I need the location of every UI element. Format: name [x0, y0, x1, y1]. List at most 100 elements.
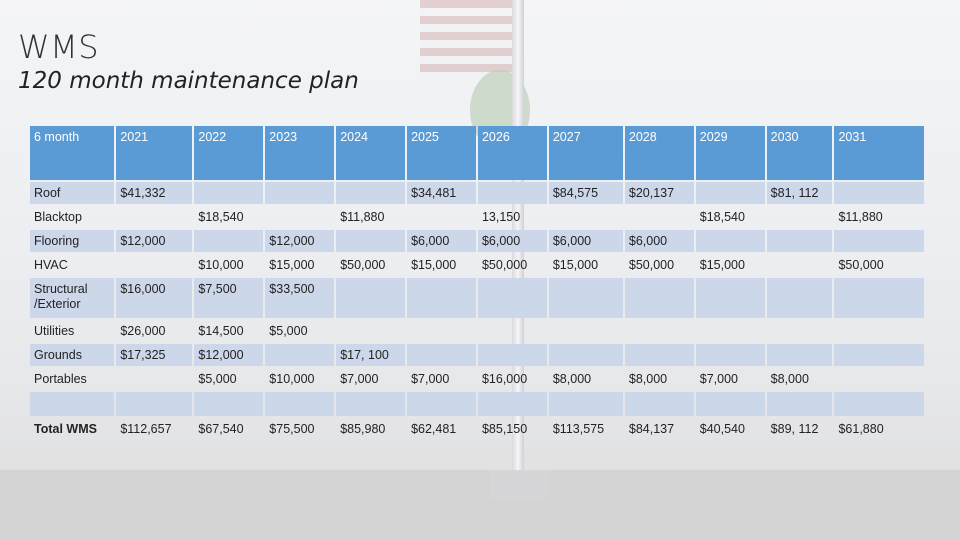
table-cell: [336, 230, 406, 252]
table-cell: $6,000: [477, 230, 547, 252]
table-cell: [834, 182, 924, 204]
table-cell: $11,880: [340, 210, 385, 224]
table-cell: $8,000: [628, 372, 668, 386]
table-row: [30, 392, 924, 416]
table-cell: [624, 392, 694, 416]
table-cell: [834, 320, 924, 342]
table-cell: [116, 392, 193, 416]
table-cell: [624, 344, 694, 366]
table-cell: $15,000: [699, 258, 745, 272]
table-cell: $41,332: [116, 182, 193, 204]
column-header: 2023: [265, 126, 335, 180]
table-cell: $8,000: [770, 372, 809, 386]
table-cell: [116, 254, 192, 276]
table-cell: [695, 230, 765, 252]
table-cell: [336, 392, 406, 416]
table-cell: [194, 392, 264, 416]
table-cell: [336, 320, 405, 342]
table-cell: [767, 254, 833, 276]
table-cell: $7,500: [194, 278, 264, 318]
table-cell: [477, 392, 547, 416]
table-cell: [834, 278, 924, 318]
column-header: 2026: [477, 126, 547, 180]
table-cell: $50,000: [481, 258, 528, 272]
column-header: 2022: [194, 126, 264, 180]
table-cell: $18,540: [198, 210, 244, 224]
table-row: Grounds $17,325 $12,000 $17, 100: [30, 344, 924, 366]
table-cell: [265, 182, 335, 204]
table-row: Total WMS $112,657 $67,540 $75,500 $85,980 $6…: [30, 418, 924, 472]
column-header: 2030: [766, 126, 833, 180]
table-cell: $50,000: [340, 258, 386, 272]
table-cell: [407, 320, 476, 342]
table-cell: $14,500: [198, 324, 244, 338]
table-cell: $16,000: [481, 372, 528, 386]
table-row: Roof $41,332 $34,481 $84,575 $20,137 $81, 112: [30, 182, 924, 204]
column-header: 2025: [407, 126, 476, 180]
table-cell: $18,540: [699, 210, 745, 224]
table-cell: $112,657: [120, 422, 172, 436]
table-cell: [116, 368, 192, 390]
row-label: HVAC: [34, 258, 68, 272]
table-cell: [116, 206, 192, 228]
table-cell: $81, 112: [766, 182, 833, 204]
table-cell: [834, 368, 924, 390]
table-row: Blacktop $18,540 $11,880 13,150 $18,540 $11,8…: [30, 206, 924, 228]
column-header: 2029: [695, 126, 765, 180]
table-cell: [478, 320, 547, 342]
table-cell: [766, 278, 833, 318]
table-cell: $85,150: [481, 422, 528, 436]
row-label: Structural /Exterior: [30, 278, 115, 318]
table-cell: [407, 392, 476, 416]
table-cell: [477, 344, 547, 366]
column-header: 6 month: [30, 126, 115, 180]
table-cell: $15,000: [411, 258, 457, 272]
table-cell: [625, 206, 694, 228]
table-cell: [548, 392, 623, 416]
column-header: 2028: [624, 126, 694, 180]
maintenance-plan-table: 6 month 2021 2022 2023 2024 2025 2026 20…: [28, 124, 926, 474]
table-cell: [477, 182, 547, 204]
table-cell: $10,000: [198, 258, 244, 272]
table-cell: [834, 392, 924, 416]
table-cell: [766, 392, 833, 416]
table-cell: $6,000: [548, 230, 623, 252]
table-cell: [695, 278, 765, 318]
table-cell: $5,000: [198, 372, 237, 386]
row-label: Total WMS: [34, 422, 97, 436]
table-cell: [194, 182, 264, 204]
table-cell: [548, 344, 623, 366]
table-cell: [834, 230, 924, 252]
table-cell: [336, 182, 406, 204]
table-cell: $6,000: [624, 230, 694, 252]
table-cell: [265, 344, 335, 366]
slide-subtitle: 120 month maintenance plan: [18, 68, 359, 94]
table-cell: [194, 230, 264, 252]
table-cell: $8,000: [552, 372, 592, 386]
row-label: [30, 392, 115, 416]
table-cell: [624, 278, 694, 318]
table-cell: [407, 206, 476, 228]
table-cell: $33,500: [265, 278, 335, 318]
row-label: Grounds: [30, 344, 115, 366]
table-cell: $75,500: [269, 422, 315, 436]
table-cell: [407, 344, 476, 366]
table-cell: $7,000: [340, 372, 379, 386]
ground-image: [0, 470, 960, 540]
table-cell: 13,150: [481, 210, 521, 224]
table-cell: [767, 206, 833, 228]
table-header-row: 6 month 2021 2022 2023 2024 2025 2026 20…: [30, 126, 924, 180]
table-cell: $113,575: [552, 422, 605, 436]
table-cell: $20,137: [624, 182, 694, 204]
table-cell: $89, 112: [770, 422, 819, 436]
table-cell: $11,880: [838, 210, 883, 224]
table-cell: $12,000: [116, 230, 193, 252]
table-cell: $84,137: [628, 422, 675, 436]
table-cell: $7,000: [411, 372, 450, 386]
table-cell: $17, 100: [336, 344, 406, 366]
table-row: Structural /Exterior $16,000 $7,500 $33,500: [30, 278, 924, 318]
row-label: Flooring: [30, 230, 115, 252]
table-cell: $85,980: [340, 422, 386, 436]
table-cell: $12,000: [265, 230, 335, 252]
